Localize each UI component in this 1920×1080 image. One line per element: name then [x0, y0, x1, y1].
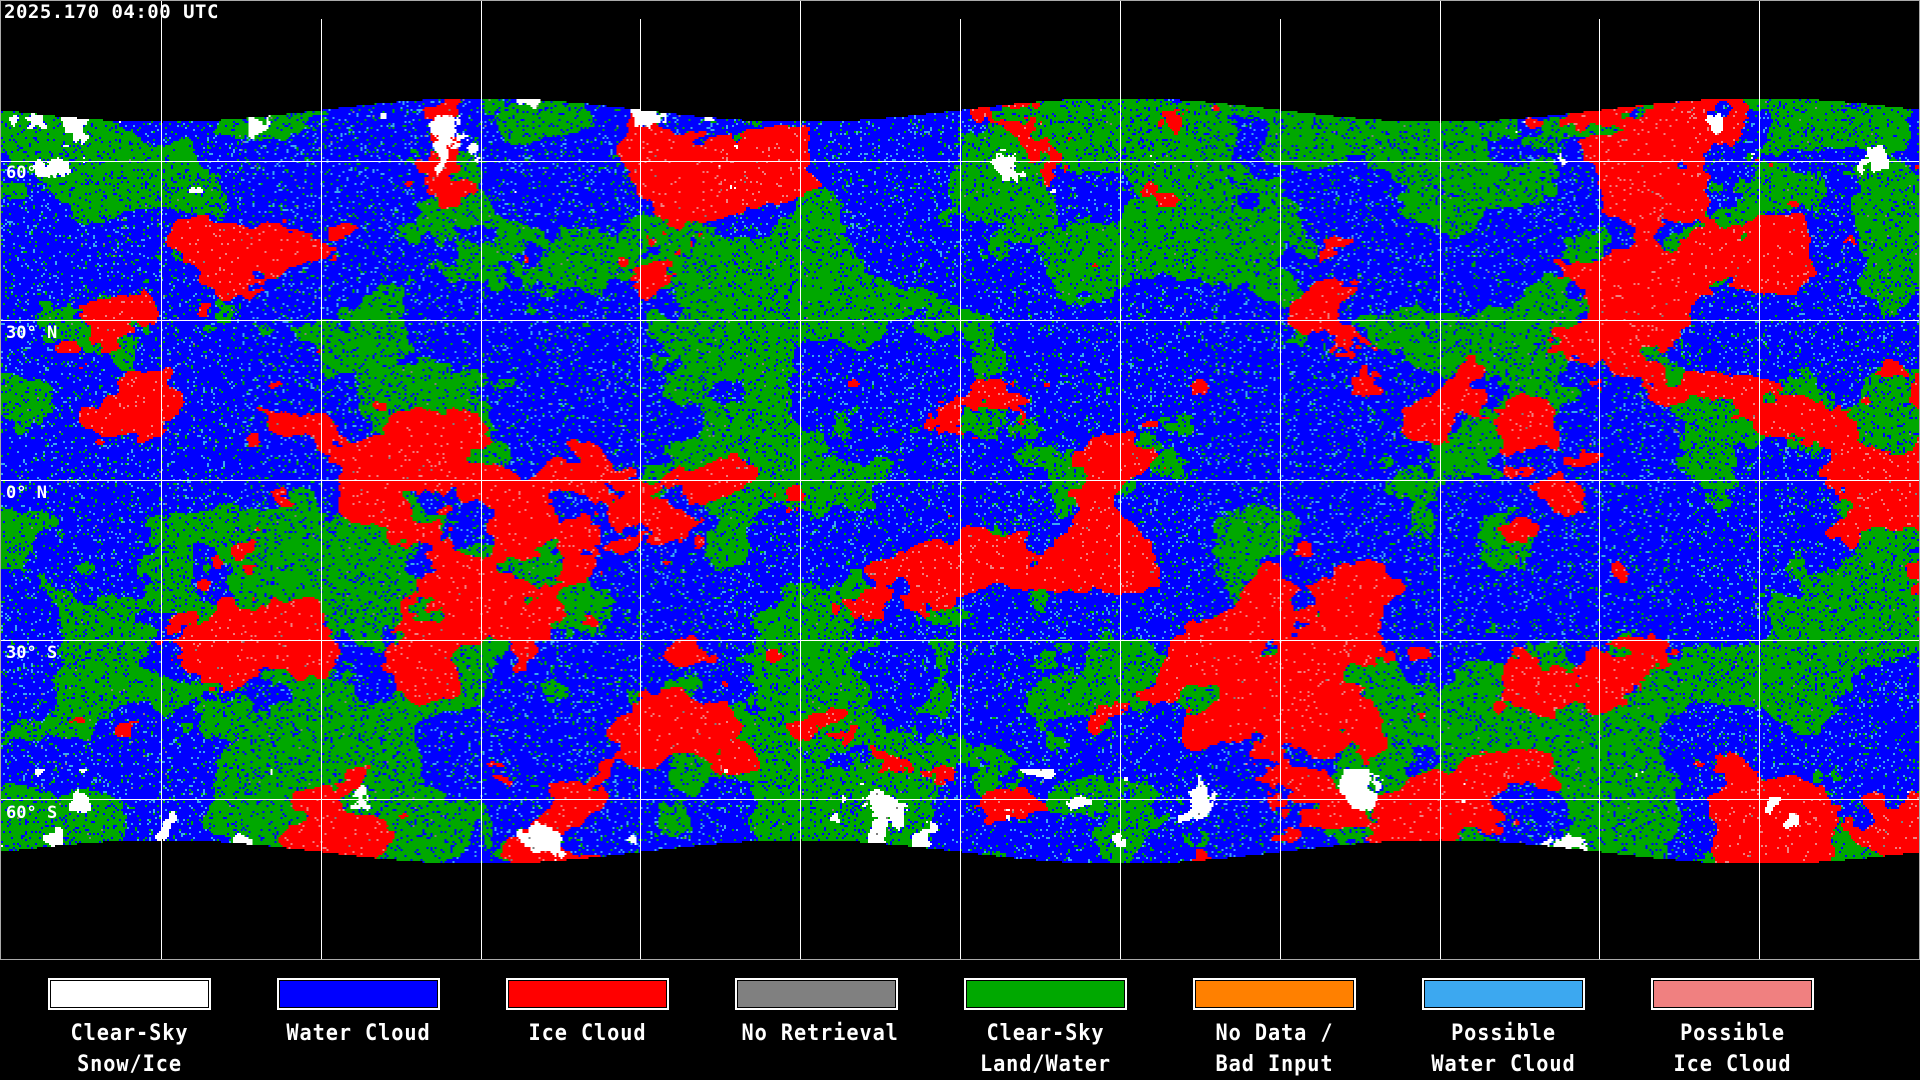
- legend-item-water-cloud: Water Cloud: [277, 978, 440, 1049]
- legend-item-clear-sky-snow-ice: Clear-Sky Snow/Ice: [48, 978, 211, 1080]
- legend-label: Clear-Sky Land/Water: [971, 1018, 1121, 1080]
- legend-swatch: [48, 978, 211, 1010]
- lat-label-60s: 60° S: [6, 803, 57, 823]
- cloud-phase-map: 2025.170 04:00 UTC 60° N 30° N 0° N 30° …: [0, 0, 1920, 960]
- legend-label: Clear-Sky Snow/Ice: [55, 1018, 205, 1080]
- legend-swatch: [964, 978, 1127, 1010]
- legend-swatch: [1422, 978, 1585, 1010]
- map-timestamp: 2025.170 04:00 UTC: [4, 1, 219, 23]
- lat-label-30n: 30° N: [6, 323, 57, 343]
- legend-swatch: [277, 978, 440, 1010]
- legend-swatch: [1193, 978, 1356, 1010]
- lat-lon-grid: [1, 1, 1919, 959]
- legend-swatch: [1651, 978, 1814, 1010]
- legend-swatch: [506, 978, 669, 1010]
- legend-label: No Retrieval: [742, 1018, 892, 1049]
- lat-label-30s: 30° S: [6, 643, 57, 663]
- legend-label: Possible Ice Cloud: [1658, 1018, 1808, 1080]
- legend-item-possible-water-cloud: Possible Water Cloud: [1422, 978, 1585, 1080]
- legend-label: Ice Cloud: [513, 1018, 663, 1049]
- legend-item-no-data-bad-input: No Data / Bad Input: [1193, 978, 1356, 1080]
- legend-item-no-retrieval: No Retrieval: [735, 978, 898, 1049]
- legend-label: Water Cloud: [284, 1018, 434, 1049]
- legend-swatch: [735, 978, 898, 1010]
- legend-label: No Data / Bad Input: [1200, 1018, 1350, 1080]
- lat-label-60n: 60° N: [6, 163, 57, 183]
- legend-item-clear-sky-land-water: Clear-Sky Land/Water: [964, 978, 1127, 1080]
- lat-label-0n: 0° N: [6, 483, 47, 503]
- legend-item-possible-ice-cloud: Possible Ice Cloud: [1651, 978, 1814, 1080]
- legend-item-ice-cloud: Ice Cloud: [506, 978, 669, 1049]
- legend-label: Possible Water Cloud: [1429, 1018, 1579, 1080]
